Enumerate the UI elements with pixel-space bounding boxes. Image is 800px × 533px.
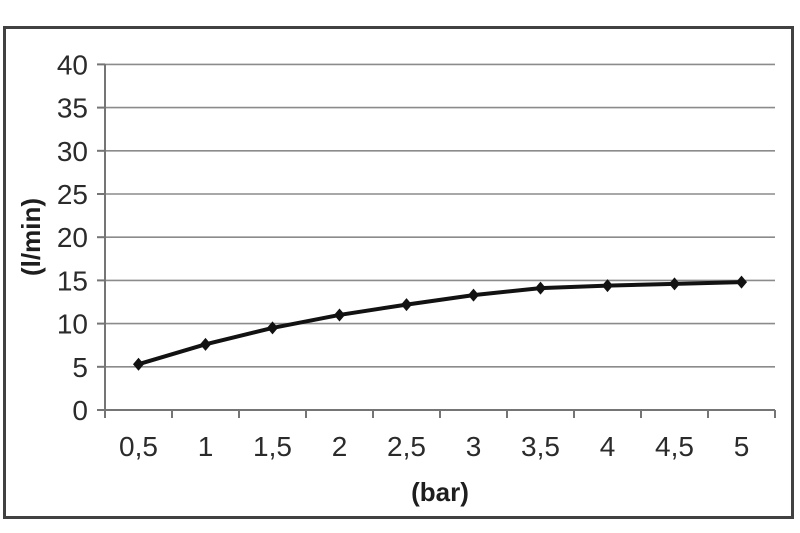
data-point-marker xyxy=(333,308,346,322)
y-tick-label: 20 xyxy=(57,222,88,253)
y-tick-label: 25 xyxy=(57,179,88,210)
data-point-marker xyxy=(735,275,748,289)
data-point-marker xyxy=(199,337,212,351)
data-line xyxy=(136,280,744,367)
y-axis-title: (l/min) xyxy=(16,198,46,276)
y-tick-label: 40 xyxy=(57,49,88,80)
y-axis-labels: 0 5 10 15 20 25 30 35 40 xyxy=(57,49,88,426)
data-point-marker xyxy=(132,357,145,371)
data-point-marker xyxy=(467,288,480,302)
data-markers xyxy=(132,275,748,371)
y-tick-label: 35 xyxy=(57,93,88,124)
y-tick-label: 10 xyxy=(57,309,88,340)
y-tick-label: 30 xyxy=(57,136,88,167)
x-tick-label: 0,5 xyxy=(119,431,158,462)
x-tick-label: 3 xyxy=(466,431,482,462)
x-tick-label: 4,5 xyxy=(655,431,694,462)
data-point-marker xyxy=(534,281,547,295)
y-tick-label: 5 xyxy=(72,352,88,383)
data-point-marker xyxy=(266,321,279,335)
y-axis-ticks xyxy=(97,63,105,411)
x-tick-label: 2 xyxy=(332,431,348,462)
data-point-marker xyxy=(601,279,614,293)
x-tick-label: 3,5 xyxy=(521,431,560,462)
x-axis-title: (bar) xyxy=(411,477,469,507)
x-axis-ticks xyxy=(104,410,776,418)
x-tick-label: 1,5 xyxy=(253,431,292,462)
chart-frame xyxy=(3,26,794,519)
x-axis-labels: 0,5 1 1,5 2 2,5 3 3,5 4 4,5 5 xyxy=(119,431,749,462)
x-tick-label: 5 xyxy=(734,431,750,462)
y-tick-label: 15 xyxy=(57,265,88,296)
gridlines xyxy=(105,63,775,368)
data-point-marker xyxy=(668,277,681,291)
x-tick-label: 2,5 xyxy=(387,431,426,462)
x-tick-label: 1 xyxy=(198,431,214,462)
y-tick-label: 0 xyxy=(72,395,88,426)
x-tick-label: 4 xyxy=(600,431,616,462)
data-point-marker xyxy=(400,298,413,312)
